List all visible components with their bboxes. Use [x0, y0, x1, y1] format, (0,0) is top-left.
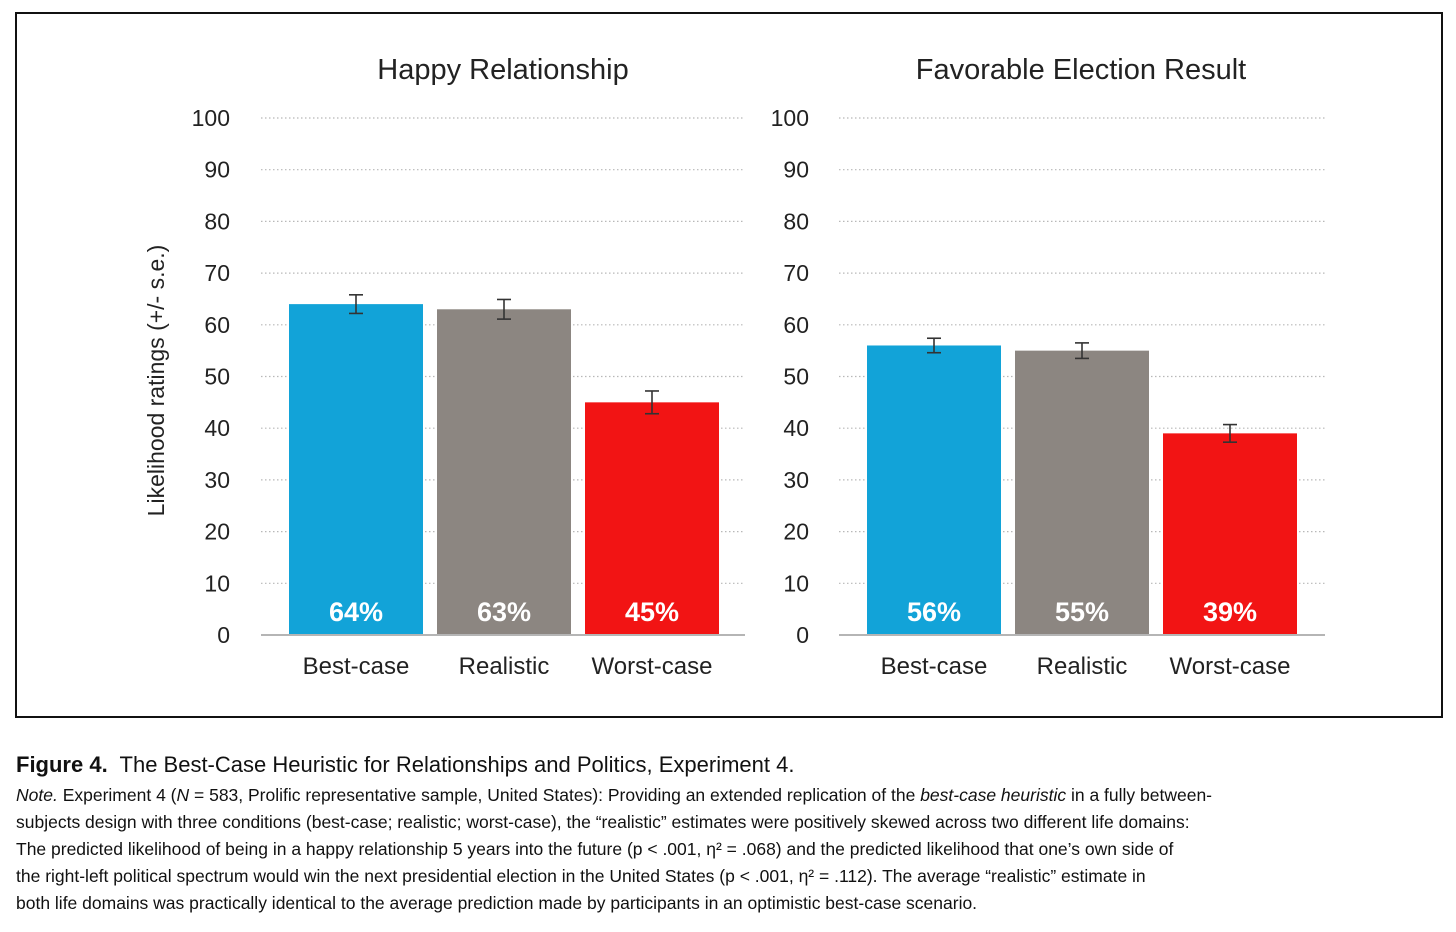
- y-tick-label: 70: [783, 260, 809, 286]
- y-tick-label: 100: [192, 105, 230, 131]
- figure-title: The Best-Case Heuristic for Relationship…: [119, 752, 795, 777]
- chart-canvas: Happy Relationship0102030405060708090100…: [143, 54, 1325, 680]
- y-tick-label: 90: [204, 157, 230, 183]
- y-tick-label: 20: [783, 519, 809, 545]
- note-text: = 583, Prolific representative sample, U…: [189, 785, 921, 805]
- y-tick-label: 30: [783, 467, 809, 493]
- note-line-5: both life domains was practically identi…: [16, 893, 978, 913]
- y-tick-label: 60: [204, 312, 230, 338]
- bar: [1163, 433, 1297, 635]
- bar-value-label: 64%: [329, 597, 383, 627]
- note-line-1: Note. Experiment 4 (N = 583, Prolific re…: [16, 782, 1441, 809]
- bar: [1015, 350, 1149, 635]
- y-tick-label: 30: [204, 467, 230, 493]
- y-tick-label: 20: [204, 519, 230, 545]
- note-text: Experiment 4 (: [62, 785, 177, 805]
- y-tick-label: 40: [204, 415, 230, 441]
- figure-label: Figure 4.: [16, 752, 108, 777]
- y-tick-label: 0: [796, 622, 809, 648]
- x-tick-label: Best-case: [303, 653, 410, 680]
- note-term: best-case heuristic: [920, 785, 1067, 805]
- bar-value-label: 39%: [1203, 597, 1257, 627]
- x-tick-label: Worst-case: [592, 653, 713, 680]
- bar-value-label: 56%: [907, 597, 961, 627]
- note-line-3: The predicted likelihood of being in a h…: [16, 839, 1174, 859]
- note-line-4: the right-left political spectrum would …: [16, 866, 1146, 886]
- figure-box: Happy Relationship 0 10 20 30 40 50 60 70 80 90 100…: [15, 12, 1443, 718]
- bar: [585, 402, 719, 635]
- bar-value-label: 45%: [625, 597, 679, 627]
- y-tick-label: 60: [783, 312, 809, 338]
- y-tick-label: 50: [783, 364, 809, 390]
- note-text: in a fully between-: [1066, 785, 1213, 805]
- y-tick-label: 70: [204, 260, 230, 286]
- x-tick-label: Realistic: [459, 653, 550, 680]
- note-n: N: [176, 785, 190, 805]
- figure-caption: Figure 4. The Best-Case Heuristic for Re…: [16, 748, 1441, 917]
- bar: [867, 345, 1001, 635]
- chart-title: Happy Relationship: [377, 54, 628, 86]
- y-tick-label: 10: [783, 570, 809, 596]
- caption-note: Note. Experiment 4 (N = 583, Prolific re…: [16, 782, 1441, 917]
- y-axis-label: Likelihood ratings (+/- s.e.): [143, 245, 169, 517]
- y-tick-label: 10: [204, 570, 230, 596]
- y-tick-label: 80: [783, 208, 809, 234]
- y-tick-label: 100: [771, 105, 809, 131]
- bar-value-label: 55%: [1055, 597, 1109, 627]
- x-tick-label: Worst-case: [1170, 653, 1291, 680]
- y-tick-label: 80: [204, 208, 230, 234]
- y-tick-label: 40: [783, 415, 809, 441]
- bar: [289, 304, 423, 635]
- y-tick-label: 50: [204, 364, 230, 390]
- bar-value-label: 63%: [477, 597, 531, 627]
- caption-title: Figure 4. The Best-Case Heuristic for Re…: [16, 748, 1441, 782]
- y-tick-label: 90: [783, 157, 809, 183]
- y-tick-label: 0: [217, 622, 230, 648]
- x-tick-label: Best-case: [881, 653, 988, 680]
- note-line-2: subjects design with three conditions (b…: [16, 812, 1190, 832]
- note-label: Note.: [16, 785, 58, 805]
- x-tick-label: Realistic: [1037, 653, 1128, 680]
- bar: [437, 309, 571, 635]
- chart-title: Favorable Election Result: [916, 54, 1246, 86]
